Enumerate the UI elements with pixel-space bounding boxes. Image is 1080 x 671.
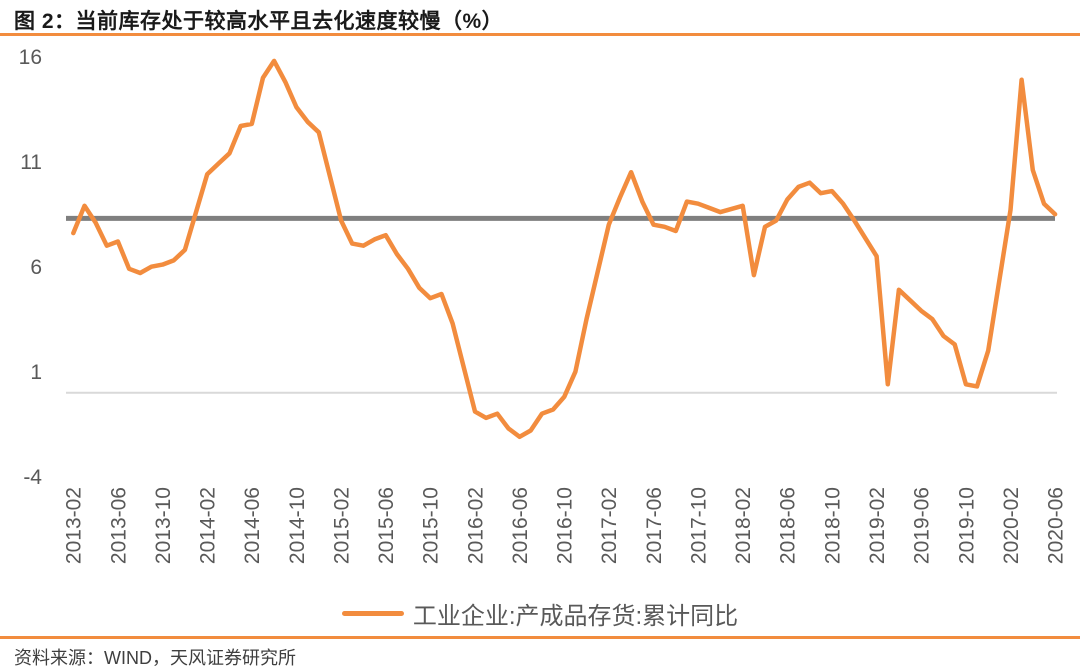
x-axis-tick-label: 2014-02 — [197, 487, 220, 564]
x-axis-tick-label: 2019-02 — [866, 487, 889, 564]
y-axis-tick-label: -4 — [23, 466, 42, 489]
x-axis-tick-label: 2019-06 — [911, 487, 934, 564]
x-axis-tick-label: 2017-06 — [643, 487, 666, 564]
x-axis-tick-label: 2018-10 — [821, 487, 844, 564]
y-axis-tick-label: 16 — [19, 46, 42, 69]
x-axis-tick-label: 2015-02 — [330, 487, 353, 564]
page-title: 图 2：当前库存处于较高水平且去化速度较慢（%） — [14, 10, 504, 33]
y-axis-tick-label: 11 — [20, 151, 42, 174]
x-axis-tick-label: 2016-06 — [509, 487, 532, 564]
legend-line-swatch — [341, 610, 404, 616]
x-axis-tick-label: 2018-06 — [777, 487, 800, 564]
x-axis-tick-label: 2015-10 — [420, 487, 443, 564]
x-axis-tick-label: 2018-02 — [732, 487, 755, 564]
x-axis-tick-label: 2020-06 — [1044, 487, 1067, 564]
y-axis-tick-label: 6 — [30, 256, 42, 279]
footer-divider-rule — [0, 636, 1080, 639]
x-axis-tick-label: 2013-02 — [63, 487, 86, 564]
x-axis-tick-label: 2014-10 — [286, 487, 309, 564]
chart-legend: 工业企业:产成品存货:累计同比 — [0, 597, 1080, 630]
legend-series-label: 工业企业:产成品存货:累计同比 — [412, 602, 739, 630]
title-divider-rule — [0, 33, 1080, 36]
x-axis-tick-label: 2019-10 — [955, 487, 978, 564]
x-axis-tick-label: 2016-02 — [464, 487, 487, 564]
x-axis-tick-label: 2013-10 — [152, 487, 175, 564]
series-line-inventory-yoy — [71, 58, 1058, 440]
y-axis-tick-label: 1 — [30, 361, 42, 384]
source-attribution: 资料来源：WIND，天风证券研究所 — [14, 648, 296, 668]
x-axis-tick-label: 2015-06 — [375, 487, 398, 564]
x-axis-tick-label: 2014-06 — [241, 487, 264, 564]
x-axis-tick-label: 2017-02 — [598, 487, 621, 564]
x-axis-tick-label: 2016-10 — [554, 487, 577, 564]
x-axis-tick-label: 2017-10 — [687, 487, 710, 564]
x-axis-tick-label: 2020-02 — [1000, 487, 1023, 564]
x-axis-tick-label: 2013-06 — [107, 487, 130, 564]
